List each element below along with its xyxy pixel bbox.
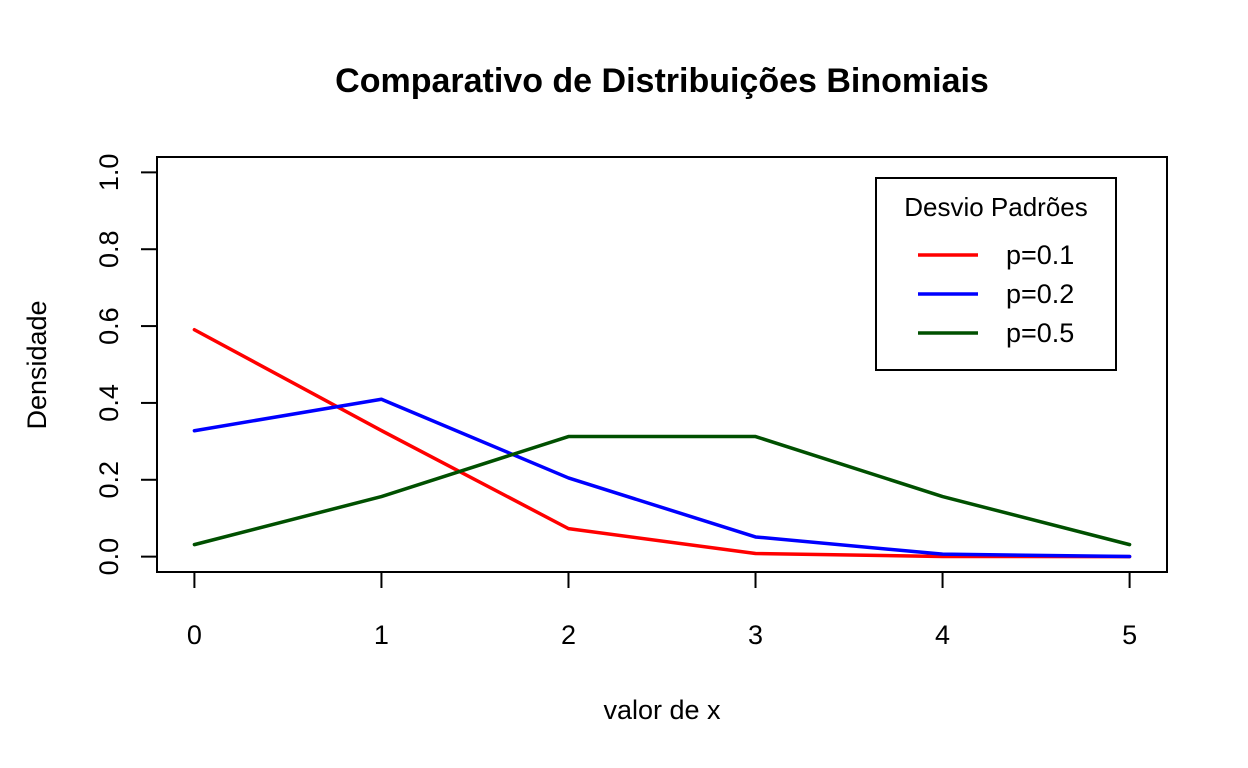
x-tick-label: 5: [1122, 620, 1137, 650]
series-line-p=0.2: [192, 397, 1132, 559]
x-tick-label: 4: [935, 620, 950, 650]
chart-title: Comparativo de Distribuições Binomiais: [335, 62, 989, 100]
y-tick-label: 1.0: [94, 154, 124, 192]
y-tick-label: 0.4: [94, 384, 124, 422]
legend-box: [875, 177, 1117, 371]
legend: Desvio Padrões p=0.1 p=0.2 p=0.5: [875, 177, 1117, 371]
y-tick-label: 0.2: [94, 461, 124, 499]
y-axis: 0.0 0.2 0.4 0.6 0.8 1.0: [94, 154, 158, 576]
x-axis-label: valor de x: [603, 695, 721, 725]
x-axis: 0 1 2 3 4 5: [187, 571, 1137, 650]
x-tick-label: 2: [561, 620, 576, 650]
y-tick-label: 0.0: [94, 538, 124, 576]
legend-items: p=0.1 p=0.2 p=0.5: [918, 240, 1074, 348]
series-layer: [192, 327, 1132, 559]
series-line-p=0.1: [192, 327, 1132, 559]
legend-title: Desvio Padrões: [904, 192, 1088, 222]
legend-label: p=0.2: [1006, 279, 1074, 309]
x-tick-label: 3: [748, 620, 763, 650]
y-tick-label: 0.6: [94, 307, 124, 345]
x-tick-label: 0: [187, 620, 202, 650]
legend-label: p=0.1: [1006, 240, 1074, 270]
x-tick-label: 1: [374, 620, 389, 650]
series-line-p=0.5: [192, 434, 1132, 547]
y-tick-label: 0.8: [94, 230, 124, 268]
y-axis-label: Densidade: [22, 300, 52, 429]
legend-label: p=0.5: [1006, 318, 1074, 348]
